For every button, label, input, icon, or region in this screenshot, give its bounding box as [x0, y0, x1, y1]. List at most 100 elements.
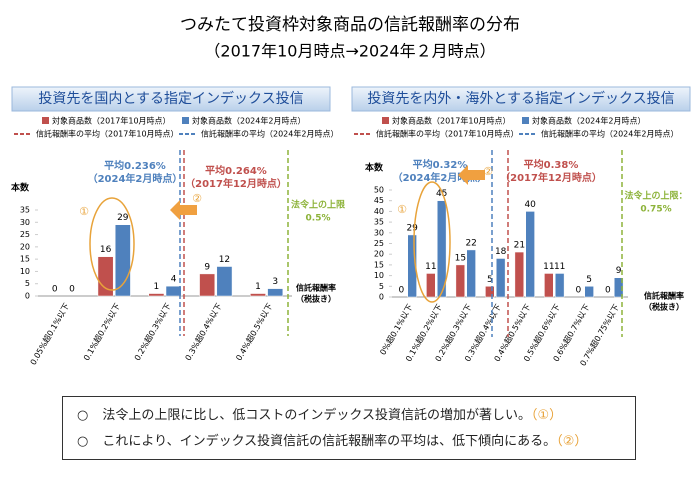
annotation: （2017年12月時点） [185, 177, 287, 190]
legend-label: 信託報酬率の平均（2017年10月時点） [376, 129, 519, 139]
annotation: 法令上の上限： [624, 190, 687, 202]
annotation: （2024年2月時点） [88, 172, 183, 185]
legend-label: 信託報酬率の平均（2017年10月時点） [36, 129, 179, 139]
data-label: 1 [255, 282, 261, 292]
note-bullet: ○ [77, 434, 89, 449]
arrow [170, 200, 197, 220]
y-tick-label: 5 [25, 279, 30, 288]
data-label: 15 [455, 253, 466, 263]
legend-label: 対象商品数（2024年2月時点） [192, 116, 305, 126]
bar [216, 266, 233, 297]
data-label: 11 [425, 262, 436, 272]
y-tick-label: 0 [379, 293, 384, 302]
bar [97, 256, 114, 297]
panel-header [351, 86, 691, 112]
note: ○ これにより、インデックス投資信託の信託報酬率の平均は、低下傾向にある。（②） [77, 429, 621, 455]
annotation: 法令上の上限 [291, 199, 346, 211]
y-tick-label: 25 [20, 230, 30, 239]
y-tick-label: 25 [374, 239, 384, 248]
bar [525, 211, 535, 298]
data-label: 0 [69, 285, 75, 295]
y-tick-label: 50 [374, 186, 384, 195]
data-label: 29 [406, 223, 418, 233]
data-label: 0 [605, 286, 611, 296]
legend-label: 対象商品数（2024年2月時点） [532, 116, 645, 126]
bar [485, 286, 495, 298]
bar [555, 273, 565, 298]
panel-title: 投資先を国内とする指定インデックス投信 [38, 90, 303, 107]
y-tick-label: 30 [20, 218, 30, 227]
bar [148, 293, 165, 297]
x-axis-label: 信託報酬率 [644, 291, 684, 301]
note-ref: （②） [556, 434, 588, 449]
y-tick-label: 15 [374, 260, 384, 269]
bar [614, 277, 624, 298]
y-tick-label: 10 [374, 271, 384, 280]
data-label: 5 [487, 275, 493, 285]
x-axis-label: （税抜き） [296, 294, 336, 304]
x-tick-label: 0.3%超0.4%以下 [183, 301, 224, 362]
bar [250, 293, 266, 297]
panel-title: 投資先を内外・海外とする指定インデックス投信 [367, 90, 674, 107]
bar [426, 273, 436, 298]
data-label: 0 [575, 286, 581, 296]
bar [199, 273, 216, 297]
notes: ○ 法令上の上限に比し、低コストのインデックス投資信託の増加が著しい。（①） ○ これ… [62, 396, 636, 460]
data-label: 0 [398, 286, 404, 296]
annotation: （2017年12月時点） [500, 171, 602, 184]
data-label: 4 [171, 275, 177, 285]
data-label: 12 [219, 255, 230, 265]
data-label: 29 [117, 213, 129, 223]
y-tick-label: 15 [20, 255, 30, 264]
annotation: 平均0.264% [205, 164, 267, 177]
data-label: 40 [524, 200, 536, 210]
data-label: 9 [616, 266, 622, 276]
y-tick-label: 0 [25, 292, 30, 301]
x-tick-label: 0.1%超0.2%以下 [81, 301, 122, 362]
bar [407, 234, 417, 298]
legend-label: 対象商品数（2017年10月時点） [52, 116, 171, 126]
highlight-ellipse [89, 197, 135, 291]
data-label: 9 [204, 262, 210, 272]
marker: ① [397, 203, 407, 216]
legend-label: 信託報酬率の平均（2024年2月時点） [201, 129, 338, 139]
marker: ② [192, 192, 202, 205]
legend-swatch [382, 117, 389, 124]
note-text: 法令上の上限に比し、低コストのインデックス投資信託の増加が著しい。 [102, 408, 531, 423]
legend-swatch [182, 117, 189, 124]
annotation: 0.75% [640, 205, 671, 215]
y-tick-label: 35 [20, 206, 30, 215]
note-text: これにより、インデックス投資信託の信託報酬率の平均は、低下傾向にある。 [102, 434, 557, 449]
highlight-ellipse [413, 181, 451, 303]
y-axis-label: 本数 [365, 162, 384, 174]
legend-label: 対象商品数（2017年10月時点） [392, 116, 511, 126]
data-label: 16 [100, 245, 112, 255]
y-tick-label: 20 [374, 250, 384, 259]
annotation: 平均0.32% [413, 158, 468, 171]
page-subtitle: （2017年10月時点→2024年２月時点） [204, 42, 495, 61]
x-tick-label: 0.4%超0.5%以下 [234, 301, 275, 362]
y-tick-label: 45 [374, 196, 384, 205]
y-tick-label: 20 [20, 242, 30, 251]
y-tick-label: 30 [374, 228, 384, 237]
data-label: 21 [514, 241, 525, 251]
x-axis-label: 信託報酬率 [296, 283, 336, 293]
legend-swatch [42, 117, 49, 124]
data-label: 22 [465, 238, 476, 248]
data-label: 11 [543, 262, 554, 272]
x-tick-label: 0.05%超0.1%以下 [28, 301, 72, 366]
data-label: 3 [272, 277, 278, 287]
arrow [458, 165, 485, 185]
bar [544, 273, 554, 298]
legend-swatch [522, 117, 529, 124]
annotation: 平均0.38% [524, 158, 579, 171]
note-bullet: ○ [77, 408, 89, 423]
y-axis-label: 本数 [11, 182, 30, 194]
data-label: 0 [52, 285, 58, 295]
page-title: つみたて投資枠対象商品の信託報酬率の分布 [180, 15, 520, 35]
bar [455, 264, 465, 298]
bar [165, 285, 182, 297]
x-tick-label: 0.2%超0.3%以下 [132, 301, 173, 362]
